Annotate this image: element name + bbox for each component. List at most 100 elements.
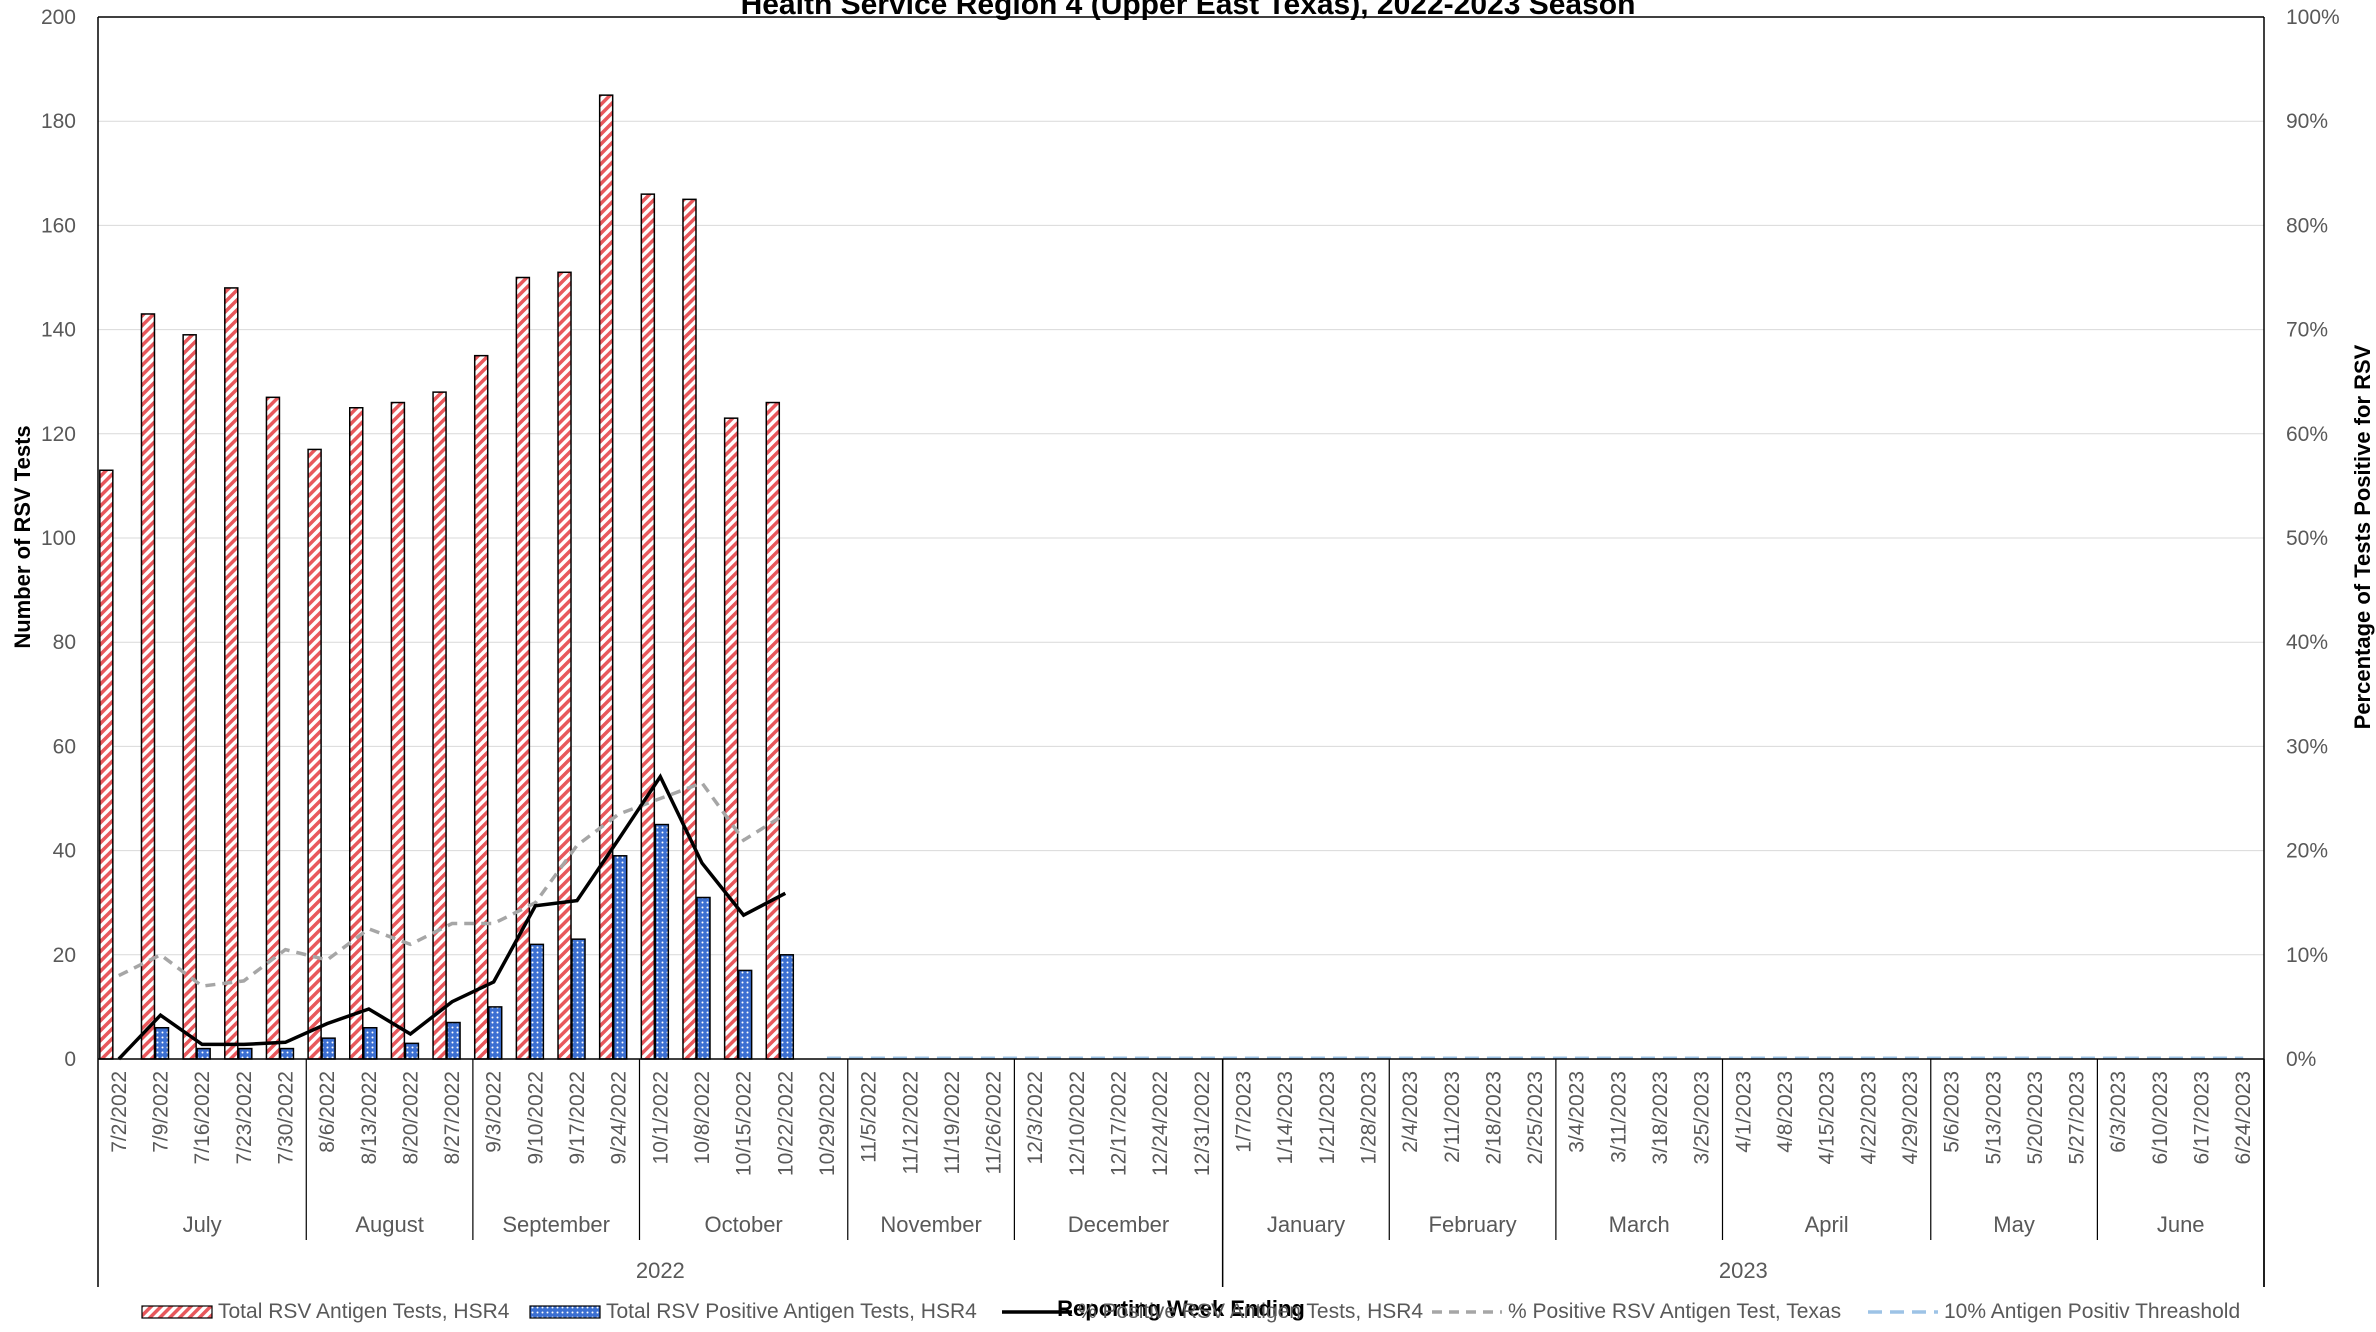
- y-tick-label: 200: [41, 6, 76, 29]
- bar-total-tests: [224, 287, 239, 1060]
- month-label: August: [355, 1212, 424, 1237]
- x-category-label: 12/10/2022: [1066, 1071, 1089, 1176]
- y2-tick-label: 20%: [2286, 840, 2328, 863]
- x-category-label: 2/25/2023: [1524, 1071, 1547, 1164]
- month-label: February: [1429, 1212, 1517, 1237]
- bar-positive-tests: [404, 1042, 420, 1060]
- y2-tick-label: 50%: [2286, 527, 2328, 550]
- bar-total-tests: [99, 469, 114, 1060]
- axes: [97, 16, 2265, 1060]
- x-category-label: 4/1/2023: [1732, 1071, 1755, 1153]
- bar-positive-tests: [612, 855, 628, 1060]
- month-label: October: [705, 1212, 783, 1237]
- legend-label: 10% Antigen Positiv Threashold: [1944, 1300, 2240, 1323]
- y2-tick-label: 80%: [2286, 214, 2328, 237]
- bar-positive-tests: [238, 1047, 253, 1060]
- y-tick-label: 60: [53, 735, 76, 758]
- x-category-label: 8/13/2022: [358, 1071, 381, 1164]
- bar-positive-tests: [487, 1006, 503, 1060]
- x-category-label: 11/5/2022: [858, 1071, 881, 1163]
- bar-positive-tests: [446, 1021, 461, 1060]
- bar-total-tests: [432, 391, 447, 1060]
- x-category-label: 1/21/2023: [1316, 1071, 1339, 1164]
- x-category-label: 6/10/2023: [2149, 1071, 2172, 1164]
- month-label: September: [502, 1212, 610, 1237]
- x-category-label: 11/12/2022: [899, 1071, 922, 1175]
- gridlines: [98, 16, 2264, 956]
- y2-tick-label: 70%: [2286, 319, 2328, 342]
- x-axis-groups: July August September October November Decemb…: [97, 1059, 2265, 1287]
- y-tick-label: 100: [41, 527, 76, 550]
- x-category-label: 4/8/2023: [1774, 1071, 1797, 1153]
- x-category-label: 8/27/2022: [441, 1071, 464, 1164]
- y-tick-label: 120: [41, 423, 76, 446]
- y2-axis-title: Percentage of Tests Positive for RSV: [2350, 344, 2375, 729]
- y-tick-label: 80: [53, 631, 76, 654]
- bar-positive-tests: [363, 1026, 378, 1060]
- x-category-label: 3/25/2023: [1691, 1071, 1714, 1164]
- x-category-label: 9/17/2022: [566, 1071, 589, 1164]
- bar-total-tests: [765, 401, 781, 1060]
- x-category-label: 1/7/2023: [1233, 1071, 1256, 1153]
- x-category-label: 9/24/2022: [608, 1071, 631, 1164]
- x-category-label: 6/17/2023: [2191, 1071, 2214, 1164]
- legend-label: % Positive RSV Antigen Test, Texas: [1508, 1300, 1841, 1323]
- x-category-label: 10/8/2022: [691, 1071, 714, 1164]
- x-category-label: 5/6/2023: [1941, 1071, 1964, 1153]
- bar-total-tests: [182, 334, 197, 1060]
- line-texas-percent: [118, 780, 787, 988]
- x-category-label: 10/29/2022: [816, 1071, 839, 1176]
- month-label: November: [880, 1212, 981, 1237]
- y-tick-label: 0: [64, 1048, 76, 1071]
- month-label: April: [1805, 1212, 1849, 1237]
- x-category-label: 1/28/2023: [1357, 1071, 1380, 1164]
- y-axis-title: Number of RSV Tests: [10, 425, 35, 648]
- x-category-label: 2/4/2023: [1399, 1071, 1422, 1153]
- y2-axis-ticks: 0% 10% 20% 30% 40% 50% 60% 70% 80% 90% 100%: [2286, 6, 2340, 1071]
- x-category-label: 5/27/2023: [2066, 1071, 2089, 1164]
- series-lines: [117, 773, 2244, 1061]
- bar-positive-tests: [196, 1047, 211, 1060]
- y-tick-label: 160: [41, 214, 76, 237]
- x-category-label: 2/18/2023: [1482, 1071, 1505, 1164]
- bar-total-tests: [349, 407, 364, 1060]
- x-category-label: 3/4/2023: [1566, 1071, 1589, 1153]
- legend: Total RSV Antigen Tests, HSR4 Total RSV P…: [141, 1300, 2240, 1323]
- legend-label: Total RSV Positive Antigen Tests, HSR4: [606, 1300, 977, 1323]
- bar-total-tests: [598, 94, 614, 1060]
- y-tick-label: 40: [53, 840, 76, 863]
- x-category-label: 7/23/2022: [233, 1071, 256, 1164]
- x-axis-categories: 7/2/2022 7/9/2022 7/16/2022 7/23/2022 7/30/2…: [108, 1071, 2255, 1176]
- x-category-label: 12/24/2022: [1149, 1071, 1172, 1176]
- bar-total-tests: [682, 198, 697, 1060]
- bar-total-tests: [390, 401, 406, 1060]
- y2-tick-label: 90%: [2286, 110, 2328, 133]
- x-category-label: 4/15/2023: [1816, 1071, 1839, 1164]
- bar-positive-tests: [696, 896, 711, 1060]
- bars: [99, 94, 795, 1060]
- x-category-label: 4/29/2023: [1899, 1071, 1922, 1164]
- bar-total-tests: [640, 193, 656, 1060]
- y2-tick-label: 100%: [2286, 6, 2340, 29]
- year-label: 2023: [1719, 1258, 1768, 1283]
- chart-title: Health Service Region 4 (Upper East Texa…: [741, 0, 1636, 21]
- month-label: June: [2157, 1212, 2205, 1237]
- bar-positive-tests: [321, 1037, 336, 1060]
- x-category-label: 8/20/2022: [399, 1071, 422, 1164]
- y2-tick-label: 30%: [2286, 735, 2328, 758]
- y2-tick-label: 0%: [2286, 1048, 2316, 1071]
- line-hsr4-percent: [117, 773, 787, 1061]
- legend-swatch: [529, 1305, 601, 1319]
- bar-positive-tests: [571, 938, 586, 1060]
- bar-positive-tests: [779, 954, 795, 1060]
- x-category-label: 1/14/2023: [1274, 1071, 1297, 1164]
- x-axis-title: Reporting Week Ending: [1057, 1296, 1305, 1321]
- x-category-label: 3/11/2023: [1607, 1071, 1630, 1163]
- bar-positive-tests: [529, 943, 545, 1060]
- x-category-label: 12/31/2022: [1191, 1071, 1214, 1176]
- bar-positive-tests: [737, 969, 753, 1060]
- legend-label: % Positive RSV Antigen Tests, HSR4: [1078, 1300, 1423, 1323]
- x-category-label: 12/17/2022: [1108, 1071, 1131, 1176]
- y-axis-ticks: 0 20 40 60 80 100 120 140 160 180 200: [41, 6, 76, 1071]
